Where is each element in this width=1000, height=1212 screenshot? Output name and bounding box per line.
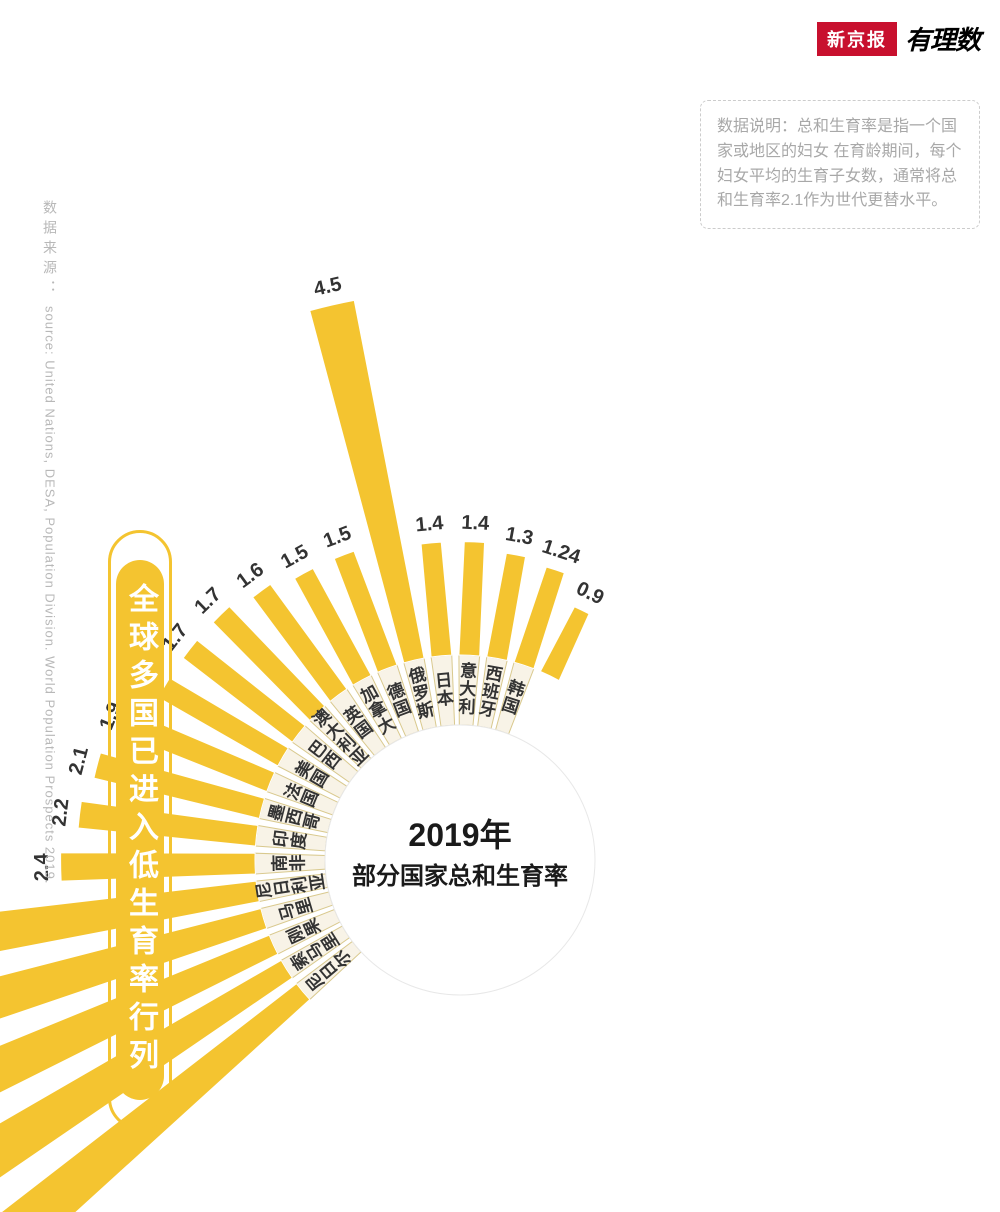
- logo-box-text: 新京报: [817, 22, 897, 56]
- bar: [421, 542, 452, 657]
- data-source: 数据来源： source: United Nations, DESA, Popu…: [40, 200, 60, 884]
- value-label: 1.4: [461, 512, 491, 535]
- svg-text:斯: 斯: [415, 699, 436, 722]
- bar: [459, 542, 485, 656]
- svg-text:1.5: 1.5: [321, 522, 355, 552]
- svg-text:南: 南: [269, 854, 289, 871]
- logo-script-text: 有理数: [905, 20, 980, 57]
- value-label: 1.4: [415, 512, 446, 537]
- svg-text:意: 意: [460, 660, 478, 681]
- explanation-box: 数据说明：总和生育率是指一个国家或地区的妇女 在育龄期间，每个妇女平均的生育子女…: [700, 100, 980, 229]
- value-label: 1.6: [233, 559, 268, 593]
- svg-text:亚: 亚: [307, 872, 328, 892]
- center-title-line1: 2019年: [408, 817, 511, 853]
- svg-text:利: 利: [458, 696, 476, 717]
- category-label: 意大利: [458, 660, 478, 717]
- center-title-line2: 部分国家总和生育率: [352, 862, 568, 890]
- svg-text:1.6: 1.6: [233, 559, 268, 593]
- value-label: 1.24: [539, 536, 584, 569]
- value-label: 1.3: [504, 523, 535, 550]
- value-label: 4.5: [312, 273, 344, 301]
- svg-text:1.4: 1.4: [461, 512, 491, 535]
- svg-text:4.5: 4.5: [312, 273, 344, 301]
- category-label: 南非: [269, 854, 307, 872]
- publisher-logo: 新京报 有理数: [817, 20, 980, 57]
- svg-text:2.1: 2.1: [65, 745, 93, 777]
- svg-text:1.24: 1.24: [539, 536, 584, 569]
- category-label: 日本: [434, 670, 454, 708]
- svg-text:0.9: 0.9: [573, 577, 608, 609]
- value-label: 0.9: [573, 577, 608, 609]
- value-label: 1.5: [277, 541, 312, 574]
- value-label: 2.1: [65, 745, 93, 777]
- svg-text:本: 本: [436, 687, 455, 708]
- source-label-en: source: United Nations, DESA, Population…: [43, 306, 58, 884]
- value-label: 1.5: [321, 522, 355, 552]
- side-title: 全球多国已进入低生育率行列: [116, 560, 164, 1100]
- svg-text:大: 大: [459, 678, 477, 699]
- svg-text:1.5: 1.5: [277, 541, 312, 574]
- svg-text:1.4: 1.4: [415, 512, 446, 537]
- category-label: 印度: [271, 828, 310, 850]
- svg-text:1.3: 1.3: [504, 523, 535, 550]
- svg-text:非: 非: [287, 854, 307, 871]
- value-label: 1.7: [190, 583, 225, 618]
- svg-text:牙: 牙: [478, 699, 498, 721]
- svg-text:1.7: 1.7: [190, 583, 225, 618]
- center-circle: [325, 725, 595, 995]
- svg-text:度: 度: [288, 830, 310, 850]
- source-label-cn: 数据来源：: [40, 200, 60, 300]
